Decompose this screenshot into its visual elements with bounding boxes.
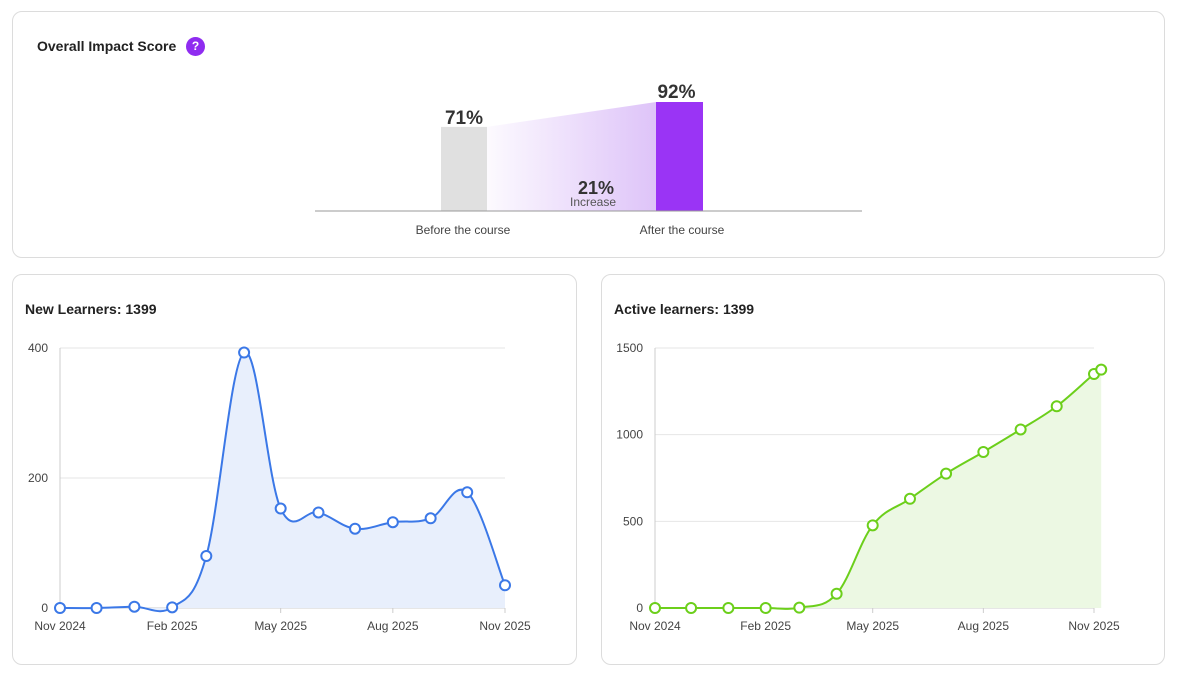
active-learners-point — [903, 492, 916, 505]
new-learners-area — [60, 352, 505, 612]
new-learners-point — [274, 502, 287, 515]
active-learners-point — [793, 601, 806, 614]
new-learners-xtick-label: May 2025 — [254, 619, 307, 633]
new-learners-title: New Learners: 1399 — [25, 301, 157, 317]
active-learners-point — [866, 519, 879, 532]
active-learners-chart: 0 500 1000 1500 Nov 2024 Feb 2025 May 2025 Aug … — [616, 341, 1120, 633]
new-learners-xtick-label: Nov 2024 — [34, 619, 86, 633]
active-learners-title: Active learners: 1399 — [614, 301, 754, 317]
active-learners-card: Active learners: 1399 0 500 1000 1500 Nov 20… — [601, 274, 1165, 665]
new-learners-title-prefix: New Learners: — [25, 301, 122, 317]
new-learners-ytick-label: 400 — [28, 341, 48, 355]
active-learners-point — [830, 587, 843, 600]
impact-score-title: Overall Impact Score — [37, 38, 177, 54]
new-learners-ytick-label: 200 — [28, 471, 48, 485]
active-learners-ytick-label: 0 — [636, 601, 643, 615]
active-learners-point — [940, 467, 953, 480]
impact-chart: 71% 92% 21%Increase Before the course After … — [315, 82, 862, 237]
active-learners-point — [1050, 400, 1063, 413]
active-learners-point — [759, 602, 772, 614]
new-learners-point — [200, 550, 213, 562]
new-learners-xtick-label: Nov 2025 — [479, 619, 531, 633]
before-category-label: Before the course — [416, 223, 511, 237]
active-learners-ytick-label: 1500 — [616, 341, 643, 355]
new-learners-point — [386, 516, 399, 529]
new-learners-point — [238, 346, 251, 359]
new-learners-point — [424, 512, 437, 525]
new-learners-point — [349, 522, 362, 535]
active-learners-xtick-label: May 2025 — [846, 619, 899, 633]
help-icon[interactable]: ? — [186, 37, 205, 56]
after-bar — [656, 102, 703, 211]
active-learners-ytick-label: 1000 — [616, 428, 643, 442]
active-learners-point — [649, 602, 661, 614]
increase-value-label: 21% — [578, 178, 614, 198]
new-learners-card: New Learners: 1399 0 200 400 Nov 2024 Feb 20… — [12, 274, 577, 665]
new-learners-xtick-label: Aug 2025 — [367, 619, 419, 633]
active-learners-xtick-label: Feb 2025 — [740, 619, 791, 633]
active-learners-xtick-label: Aug 2025 — [958, 619, 1010, 633]
active-learners-xtick-label: Nov 2024 — [629, 619, 681, 633]
active-learners-ytick-label: 500 — [623, 514, 643, 528]
impact-score-card: Overall Impact Score ? 71% 92% 21% Increase… — [12, 11, 1165, 258]
active-learners-point — [1014, 423, 1027, 436]
active-learners-xtick-label: Nov 2025 — [1068, 619, 1120, 633]
before-value-label: 71% — [445, 108, 483, 129]
new-learners-point — [128, 600, 141, 613]
active-learners-point — [1095, 363, 1108, 376]
new-learners-point — [166, 601, 179, 614]
active-learners-area — [655, 369, 1102, 609]
new-learners-xtick-label: Feb 2025 — [147, 619, 198, 633]
new-learners-ytick-label: 0 — [41, 601, 48, 615]
after-value-label: 92% — [657, 82, 695, 103]
active-learners-point — [977, 446, 990, 458]
new-learners-total: 1399 — [125, 301, 157, 317]
new-learners-point — [461, 486, 474, 499]
increase-wedge — [487, 102, 656, 211]
before-bar — [441, 126, 487, 211]
new-learners-point — [312, 506, 325, 519]
active-learners-point — [685, 602, 698, 614]
active-learners-total: 1399 — [722, 301, 755, 317]
new-learners-chart: 0 200 400 Nov 2024 Feb 2025 May 2025 Aug 2025 N… — [28, 341, 531, 633]
new-learners-point — [90, 602, 103, 614]
active-learners-point — [722, 602, 735, 614]
active-learners-title-prefix: Active learners: — [614, 301, 720, 317]
new-learners-point — [499, 579, 511, 592]
after-category-label: After the course — [640, 223, 725, 237]
increase-text: Increase — [570, 195, 616, 209]
new-learners-point — [54, 602, 66, 614]
